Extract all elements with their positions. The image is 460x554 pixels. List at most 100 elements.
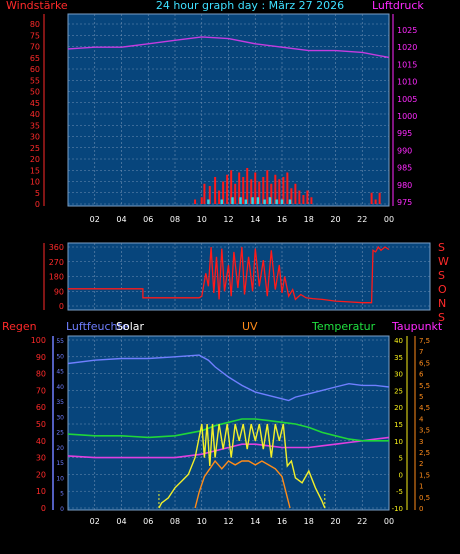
uv-tick-label: 6,5 xyxy=(419,359,430,367)
x-tick-label: 10 xyxy=(197,517,207,526)
rain-tick-label: 90 xyxy=(36,353,46,362)
uv-tick-label: 3,5 xyxy=(419,427,430,435)
pressure-tick-label: 995 xyxy=(397,129,412,138)
rain-tick-label: 40 xyxy=(36,437,46,446)
x-tick-label: 16 xyxy=(277,517,287,526)
uv-tick-label: 7 xyxy=(419,348,423,356)
humidity-line xyxy=(67,354,390,402)
uv-tick-label: 5 xyxy=(419,393,423,401)
pressure-tick-label: 1005 xyxy=(397,95,417,104)
uv-tick-label: 0,5 xyxy=(419,494,430,502)
humidity-tick-label: 0 xyxy=(60,506,64,513)
humidity-tick-label: 45 xyxy=(56,369,64,376)
compass-label: S xyxy=(438,311,445,324)
wind-tick-label: 40 xyxy=(30,110,40,119)
x-tick-label: 12 xyxy=(223,517,233,526)
uv-tick-label: 1 xyxy=(419,483,423,491)
taupunkt-label: Taupunkt xyxy=(392,320,443,333)
direction-tick-label: 270 xyxy=(49,258,64,267)
x-tick-label: 18 xyxy=(304,517,314,526)
x-tick-label: 18 xyxy=(304,215,314,224)
temp-tick-label: 30 xyxy=(394,371,403,379)
x-tick-label: 14 xyxy=(250,517,260,526)
rain-tick-label: 10 xyxy=(36,487,46,496)
x-tick-label: 02 xyxy=(90,517,100,526)
rain-tick-label: 50 xyxy=(36,420,46,429)
luftdruck-label: Luftdruck xyxy=(372,0,424,12)
direction-tick-label: 180 xyxy=(49,273,64,282)
uv-tick-label: 1,5 xyxy=(419,471,430,479)
x-tick-label: 22 xyxy=(357,215,367,224)
temp-tick-label: 0 xyxy=(399,471,403,479)
rain-tick-label: 70 xyxy=(36,386,46,395)
pressure-tick-label: 1020 xyxy=(397,43,417,52)
uv-line xyxy=(194,459,291,509)
x-tick-label: 06 xyxy=(143,517,153,526)
temp-tick-label: 25 xyxy=(394,387,403,395)
wind-tick-label: 55 xyxy=(30,76,40,85)
wind-tick-label: 80 xyxy=(30,20,40,29)
humidity-tick-label: 5 xyxy=(60,491,64,498)
pressure-tick-label: 980 xyxy=(397,181,412,190)
uv-tick-label: 5,5 xyxy=(419,382,430,390)
wind-tick-label: 25 xyxy=(30,144,40,153)
temperatur-label: Temperatur xyxy=(312,320,376,333)
x-tick-label: 00 xyxy=(384,517,394,526)
rain-tick-label: 80 xyxy=(36,370,46,379)
temp-tick-label: 40 xyxy=(394,337,403,345)
humidity-tick-label: 15 xyxy=(56,460,64,467)
pressure-tick-label: 990 xyxy=(397,146,412,155)
solar-label: Solar xyxy=(116,320,145,333)
temp-tick-label: 35 xyxy=(394,354,403,362)
uv-tick-label: 4 xyxy=(419,415,424,423)
temperature-line xyxy=(67,418,389,442)
x-tick-label: 04 xyxy=(116,215,126,224)
x-tick-label: 06 xyxy=(143,215,153,224)
humidity-tick-label: 10 xyxy=(56,475,64,482)
wind-tick-label: 0 xyxy=(35,200,40,209)
wind-tick-label: 20 xyxy=(30,155,40,164)
temp-tick-label: -5 xyxy=(396,488,403,496)
x-tick-label: 20 xyxy=(330,215,340,224)
wind-tick-label: 5 xyxy=(35,189,40,198)
temp-tick-label: 5 xyxy=(399,455,403,463)
pressure-tick-label: 975 xyxy=(397,198,412,207)
humidity-tick-label: 40 xyxy=(56,384,64,391)
direction-line xyxy=(68,245,390,304)
direction-tick-label: 90 xyxy=(54,287,64,296)
x-tick-label: 08 xyxy=(170,517,180,526)
wind-tick-label: 15 xyxy=(30,166,40,175)
humidity-tick-label: 20 xyxy=(56,445,64,452)
x-tick-label: 00 xyxy=(384,215,394,224)
uv-tick-label: 7,5 xyxy=(419,337,430,345)
x-tick-label: 16 xyxy=(277,215,287,224)
rain-tick-label: 60 xyxy=(36,403,46,412)
pressure-line xyxy=(67,36,390,59)
humidity-tick-label: 30 xyxy=(56,414,64,421)
pressure-tick-label: 985 xyxy=(397,164,412,173)
wind-tick-label: 75 xyxy=(30,31,40,40)
title: 24 hour graph day : März 27 2026 xyxy=(155,0,345,12)
wind-tick-label: 10 xyxy=(30,178,40,187)
wind-tick-label: 70 xyxy=(30,43,40,52)
regen-label: Regen xyxy=(2,320,37,333)
compass-label: S xyxy=(438,269,445,282)
humidity-tick-label: 25 xyxy=(56,430,64,437)
uv-tick-label: 6 xyxy=(419,371,424,379)
x-tick-label: 08 xyxy=(170,215,180,224)
uv-label: UV xyxy=(242,320,258,333)
humidity-tick-label: 50 xyxy=(56,353,64,360)
direction-tick-label: 0 xyxy=(59,302,64,311)
uv-tick-label: 0 xyxy=(419,505,423,513)
rain-tick-label: 0 xyxy=(41,504,46,513)
wind-tick-label: 60 xyxy=(30,65,40,74)
compass-label: S xyxy=(438,241,445,254)
pressure-tick-label: 1010 xyxy=(397,78,417,87)
rain-tick-label: 20 xyxy=(36,470,46,479)
temp-tick-label: 15 xyxy=(394,421,403,429)
x-tick-label: 20 xyxy=(330,517,340,526)
rain-tick-label: 30 xyxy=(36,454,46,463)
x-tick-label: 14 xyxy=(250,215,260,224)
temp-tick-label: -10 xyxy=(392,505,403,513)
